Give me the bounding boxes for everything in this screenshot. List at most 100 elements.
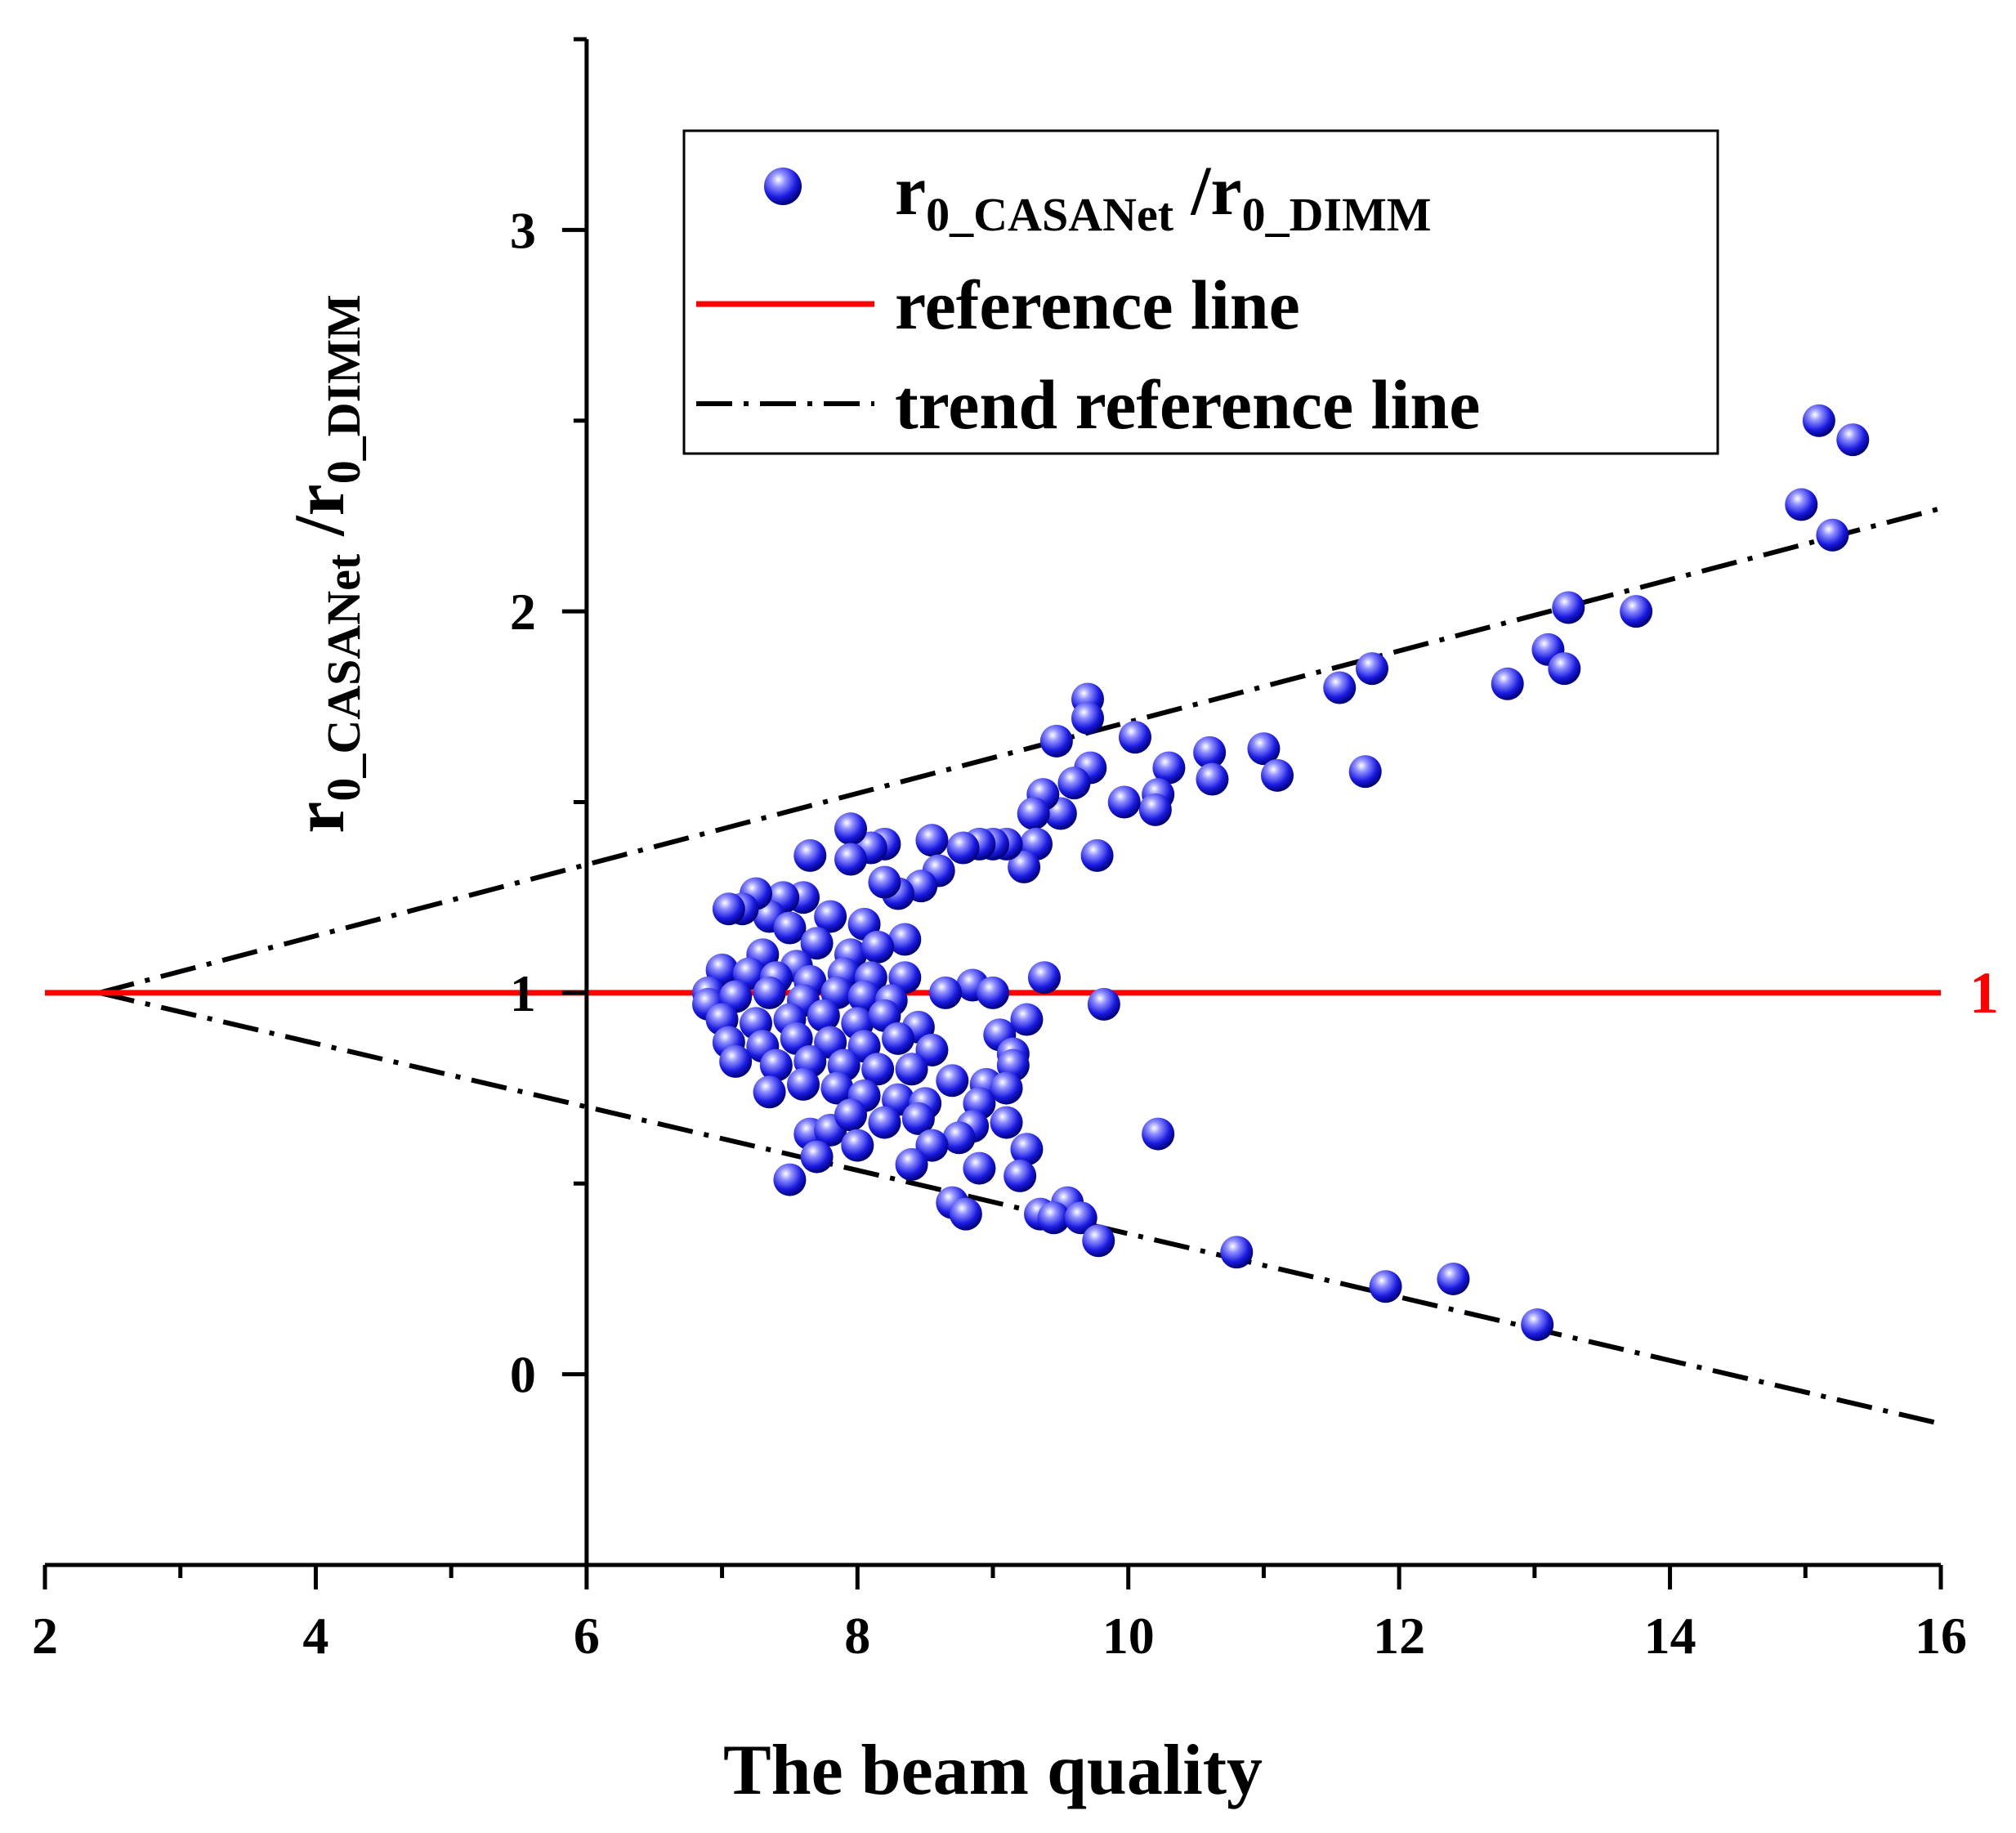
data-point [1087, 987, 1120, 1021]
legend-label-mid: /r [1173, 151, 1242, 230]
legend: r0_CASANet /r0_DIMM reference line trend… [682, 129, 1719, 455]
data-point [800, 1140, 834, 1174]
legend-label-main: r [895, 151, 926, 230]
data-point [800, 927, 834, 960]
y-tick-label: 3 [510, 201, 536, 259]
data-point [814, 900, 847, 933]
data-point [1437, 1262, 1470, 1295]
x-axis-title: The beam quality [723, 1731, 1263, 1810]
legend-label-sub1: 0_CASANet [926, 188, 1174, 241]
data-point [1323, 671, 1357, 704]
y-axis-title-slash: /r [280, 484, 360, 554]
data-point [807, 999, 840, 1032]
data-point [773, 1163, 807, 1196]
data-point [1037, 1201, 1071, 1235]
y-tick-label: 1 [510, 964, 536, 1022]
data-point [1119, 721, 1151, 754]
data-point [1836, 423, 1870, 457]
data-point [1802, 404, 1835, 437]
data-point [1548, 652, 1581, 686]
data-point [1247, 732, 1281, 766]
y-tick-label: 2 [510, 583, 536, 641]
data-point [820, 1071, 854, 1105]
data-point [1017, 797, 1050, 830]
legend-label-points: r0_CASANet /r0_DIMM [895, 151, 1432, 241]
trend-line-1 [98, 506, 1942, 995]
data-point [861, 930, 895, 963]
data-point [834, 1098, 867, 1132]
data-point [901, 1102, 935, 1135]
data-point [868, 865, 901, 899]
x-axis: 2 4 6 8 10 12 14 16 [32, 1563, 1967, 1665]
x-tick-label: 8 [844, 1607, 870, 1665]
data-point [949, 1197, 982, 1231]
data-point [1152, 751, 1186, 785]
x-tick-label: 16 [1915, 1607, 1967, 1665]
data-point [712, 892, 745, 926]
data-point [1082, 1224, 1115, 1258]
data-point [1356, 652, 1388, 686]
data-point [895, 1147, 928, 1181]
data-point [1521, 1308, 1554, 1341]
trend-lines [98, 506, 1942, 1427]
data-point [990, 1106, 1023, 1139]
data-point [753, 1075, 786, 1109]
data-point [1057, 767, 1091, 800]
data-point [773, 911, 807, 945]
data-point [1107, 785, 1141, 819]
data-points [692, 404, 1870, 1341]
data-point [1080, 838, 1114, 872]
x-tick-label: 4 [302, 1607, 329, 1665]
data-point [895, 1053, 928, 1086]
reference-line-label: 1 [1969, 960, 1999, 1026]
data-point [963, 1151, 996, 1185]
data-point [936, 1064, 969, 1098]
y-axis-title-sub1: 0_CASANet [317, 553, 370, 802]
data-point [1552, 591, 1585, 624]
data-point [1816, 518, 1849, 552]
data-point [1039, 724, 1073, 758]
data-point [1220, 1236, 1254, 1269]
x-tick-label: 6 [574, 1607, 600, 1665]
data-point [1004, 1159, 1037, 1192]
data-point [929, 976, 962, 1009]
data-point [990, 1071, 1023, 1105]
x-tick-label: 12 [1373, 1607, 1425, 1665]
data-point [834, 812, 867, 846]
data-point [787, 1067, 820, 1101]
data-point [719, 1044, 753, 1078]
x-tick-label: 2 [32, 1607, 58, 1665]
data-point [1071, 701, 1104, 735]
y-axis-title-sub2: 0_DIMM [317, 294, 370, 484]
data-point [759, 1048, 793, 1082]
data-point [888, 923, 922, 956]
data-point [1196, 762, 1229, 796]
legend-label-sub2: 0_DIMM [1242, 188, 1432, 241]
data-point [942, 1121, 976, 1155]
data-point [1027, 961, 1061, 995]
data-point [1620, 595, 1653, 628]
x-tick-label: 10 [1102, 1607, 1155, 1665]
data-point [1008, 850, 1041, 883]
data-point [915, 824, 949, 857]
data-point [868, 1106, 901, 1139]
data-point [1369, 1270, 1402, 1303]
data-point [1142, 1117, 1175, 1151]
data-point [793, 838, 827, 872]
y-tick-label: 0 [510, 1346, 536, 1404]
data-point [861, 1053, 895, 1086]
data-point [1348, 755, 1382, 789]
data-point [1491, 667, 1524, 700]
data-point [882, 1022, 914, 1055]
data-point [946, 831, 980, 865]
y-axis-title-main: r [280, 802, 360, 834]
data-point [977, 976, 1009, 1009]
data-point [1261, 758, 1294, 792]
data-point [1064, 1201, 1097, 1235]
data-point [1785, 488, 1818, 521]
data-point [1193, 735, 1227, 769]
legend-marker-sphere [764, 168, 802, 205]
x-tick-label: 14 [1644, 1607, 1696, 1665]
data-point [1010, 1133, 1044, 1166]
